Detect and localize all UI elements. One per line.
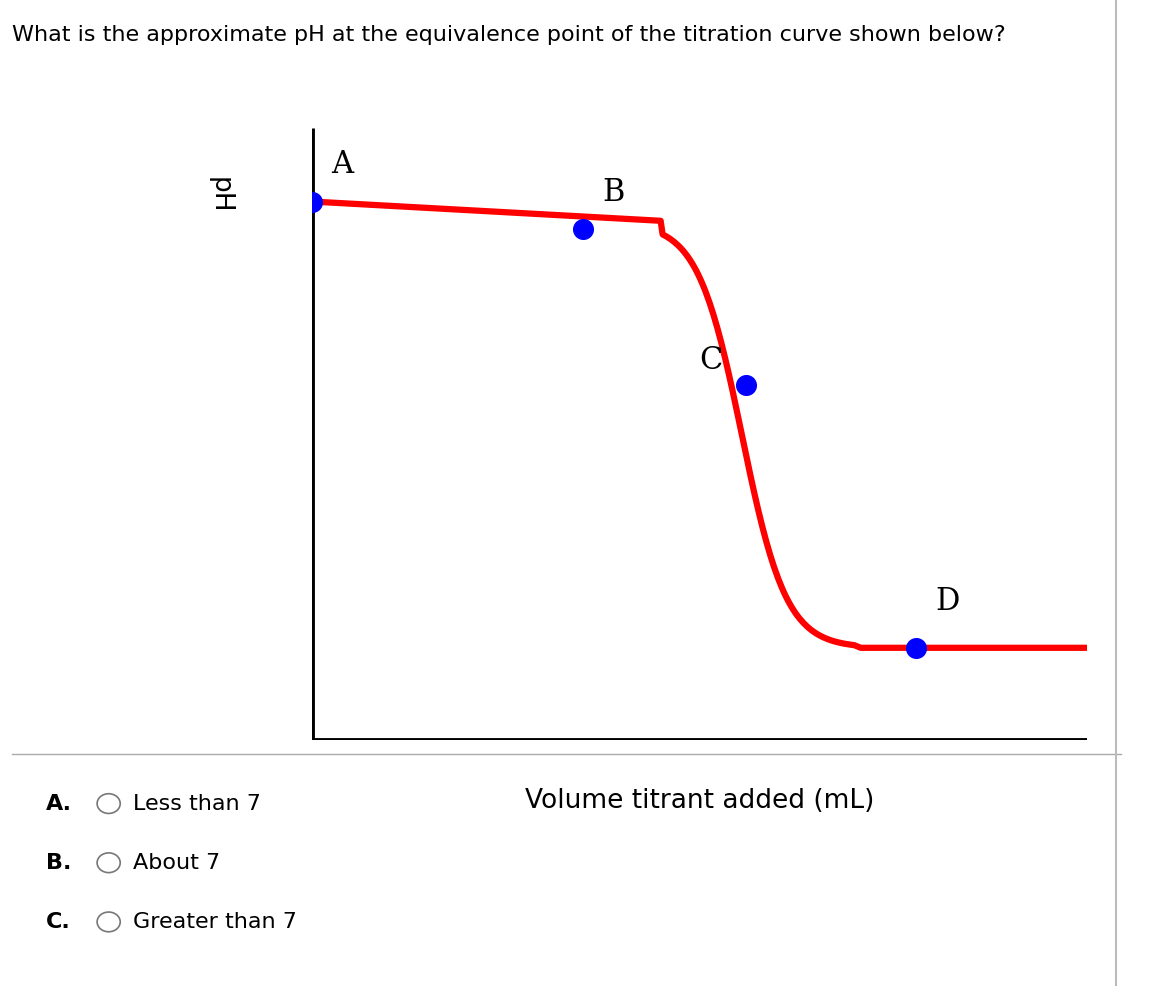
Point xyxy=(736,377,755,392)
Text: C: C xyxy=(699,345,722,376)
Text: C.: C. xyxy=(46,912,71,932)
Text: D: D xyxy=(935,587,959,617)
Text: B.: B. xyxy=(46,853,72,873)
Point xyxy=(907,640,926,656)
Text: pH: pH xyxy=(206,177,232,214)
Text: What is the approximate pH at the equivalence point of the titration curve shown: What is the approximate pH at the equiva… xyxy=(12,25,1006,44)
Text: B: B xyxy=(602,176,625,208)
Text: About 7: About 7 xyxy=(133,853,220,873)
Text: A: A xyxy=(332,149,354,180)
Text: A.: A. xyxy=(46,794,72,813)
Text: Volume titrant added (mL): Volume titrant added (mL) xyxy=(525,789,874,814)
Text: Less than 7: Less than 7 xyxy=(133,794,261,813)
Point xyxy=(575,221,593,237)
Text: Greater than 7: Greater than 7 xyxy=(133,912,297,932)
Point xyxy=(303,193,321,209)
